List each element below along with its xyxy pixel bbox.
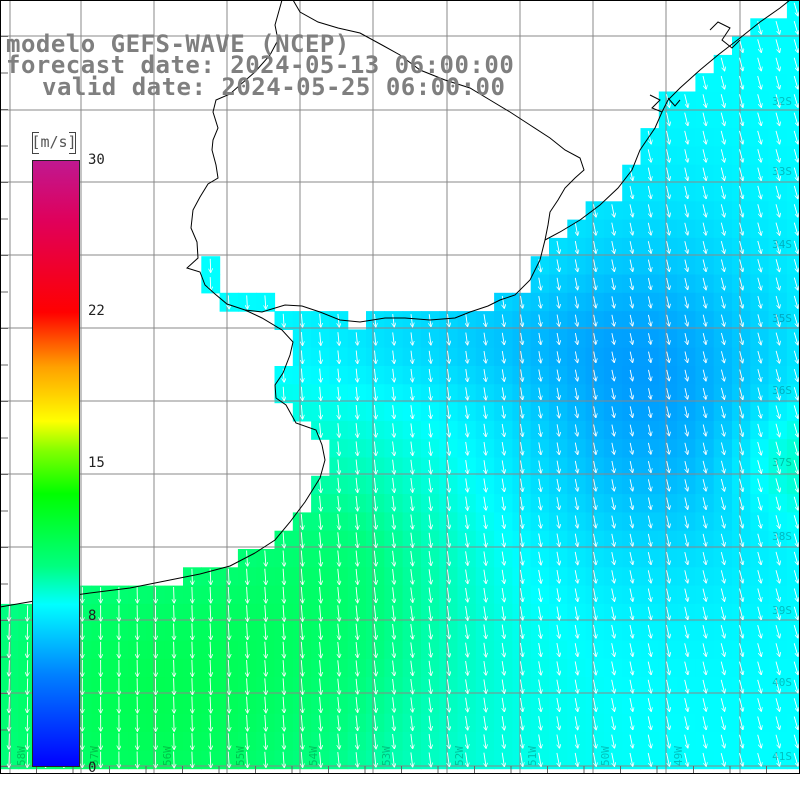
wind-arrow: [9, 606, 10, 621]
wind-arrow: [27, 679, 28, 695]
latitude-label: 36S: [772, 384, 792, 397]
wind-speed-cell: [787, 183, 800, 202]
wind-arrow: [210, 259, 211, 272]
wind-arrow: [174, 678, 175, 694]
wind-arrow: [192, 733, 193, 749]
wind-arrow: [192, 587, 193, 603]
wind-speed-cell: [787, 293, 800, 312]
wind-arrow: [192, 752, 193, 768]
wind-arrow: [27, 697, 28, 713]
latitude-label: 32S: [772, 95, 792, 108]
longitude-label: 53W: [380, 746, 393, 766]
wind-arrow: [174, 623, 175, 639]
wind-speed-cell: [787, 110, 800, 129]
wind-speed-cell: [787, 695, 800, 714]
wind-speed-cell: [787, 329, 800, 348]
longitude-label: 52W: [453, 746, 466, 766]
wind-arrow: [27, 642, 28, 657]
wind-speed-cell: [787, 732, 800, 751]
wind-arrow: [192, 569, 193, 584]
wind-speed-cell: [787, 220, 800, 239]
wind-arrow: [27, 624, 28, 639]
wind-speed-field: [0, 0, 800, 769]
latitude-label: 40S: [772, 676, 792, 689]
wind-speed-cell: [787, 714, 800, 733]
wind-speed-cell: [787, 128, 800, 147]
longitude-label: 56W: [161, 746, 174, 766]
wind-arrow: [174, 715, 175, 731]
wind-speed-cell: [787, 659, 800, 678]
wind-arrow: [192, 605, 193, 621]
longitude-label: 54W: [307, 746, 320, 766]
longitude-label: 58W: [15, 746, 28, 766]
colorbar-unit: [m/s]: [30, 130, 78, 154]
wind-arrow: [9, 697, 10, 712]
longitude-label: 57W: [88, 746, 101, 766]
wind-arrow: [174, 697, 175, 713]
wind-arrow: [192, 660, 193, 676]
wind-arrow: [9, 660, 10, 675]
wind-arrow: [27, 715, 28, 731]
wind-speed-cell: [787, 366, 800, 385]
colorbar-tick-8: 8: [88, 609, 96, 623]
longitude-label: 55W: [234, 746, 247, 766]
wind-speed-cell: [787, 494, 800, 513]
wind-arrow: [174, 642, 175, 658]
wind-speed-cell: [787, 146, 800, 165]
wind-arrow: [9, 624, 10, 639]
wind-arrow: [192, 678, 193, 694]
longitude-label: 50W: [599, 746, 612, 766]
wind-speed-cell: [787, 403, 800, 422]
wind-speed-cell: [787, 421, 800, 440]
wind-speed-cell: [787, 348, 800, 367]
longitude-label: 49W: [672, 746, 685, 766]
wind-arrow: [174, 605, 175, 621]
wind-speed-cell: [787, 73, 800, 92]
wind-arrow: [192, 623, 193, 639]
wind-arrow: [9, 715, 10, 730]
longitude-label: 51W: [526, 746, 539, 766]
wind-arrow: [192, 642, 193, 658]
valid-date: valid date: 2024-05-25 06:00:00: [42, 75, 505, 99]
wind-arrow: [174, 587, 175, 603]
latitude-label: 39S: [772, 604, 792, 617]
colorbar-tick-30: 30: [88, 153, 105, 167]
wind-arrow: [9, 752, 10, 767]
wind-arrow: [27, 660, 28, 676]
wind-arrow: [174, 660, 175, 676]
wind-speed-cell: [787, 275, 800, 294]
wind-speed-cell: [787, 567, 800, 586]
wind-speed-cell: [787, 0, 800, 19]
wind-speed-cell: [787, 641, 800, 660]
latitude-label: 34S: [772, 238, 792, 251]
latitude-label: 37S: [772, 456, 792, 469]
colorbar: [32, 160, 80, 767]
latitude-label: 35S: [772, 312, 792, 325]
wind-speed-cell: [787, 549, 800, 568]
wind-speed-cell: [787, 55, 800, 74]
wind-speed-cell: [787, 512, 800, 531]
latitude-label: 41S: [772, 750, 792, 763]
wind-arrow: [9, 642, 10, 657]
wind-arrow: [192, 697, 193, 713]
wind-speed-cell: [787, 586, 800, 605]
latitude-label: 33S: [772, 165, 792, 178]
wind-speed-cell: [787, 18, 800, 37]
wind-arrow: [9, 734, 10, 749]
colorbar-tick-22: 22: [88, 304, 105, 318]
latitude-label: 38S: [772, 530, 792, 543]
wind-speed-cell: [787, 256, 800, 275]
wind-arrow: [210, 277, 211, 290]
wind-speed-cell: [787, 622, 800, 641]
wind-arrow: [27, 606, 28, 621]
wind-speed-cell: [787, 201, 800, 220]
wind-arrow: [9, 679, 10, 694]
colorbar-tick-15: 15: [88, 456, 105, 470]
wind-speed-cell: [787, 476, 800, 495]
wind-arrow: [192, 715, 193, 731]
wind-speed-cell: [787, 37, 800, 56]
